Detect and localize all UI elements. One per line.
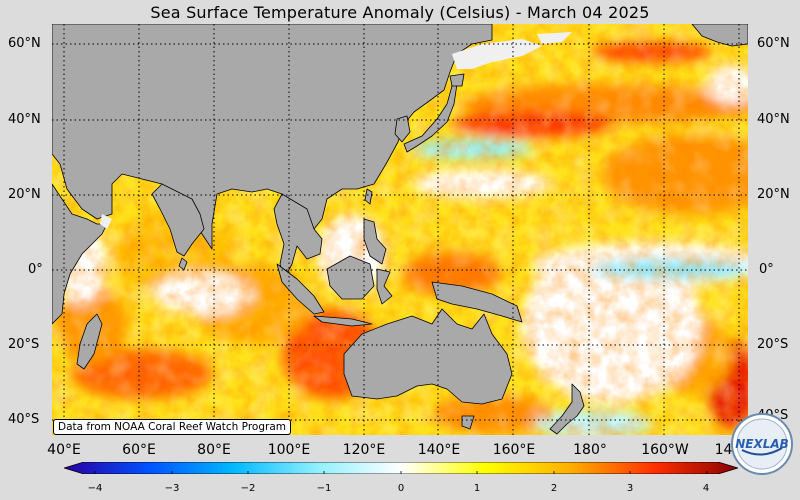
lat-label-left: 60°N [8, 36, 41, 51]
tasmania [461, 415, 475, 430]
lat-label-left: 20°N [8, 187, 41, 202]
borneo [326, 255, 375, 300]
lon-label: 140°E [417, 442, 461, 458]
map-title: Sea Surface Temperature Anomaly (Celsius… [150, 3, 650, 22]
madagascar [76, 313, 103, 370]
land-masses [52, 24, 748, 435]
logo-text: NEXLAB [735, 437, 789, 451]
sulawesi [376, 268, 393, 305]
japan [403, 83, 458, 153]
colorbar-tick: −1 [316, 483, 332, 494]
lon-label: 180° [573, 442, 607, 458]
hokkaido [449, 73, 465, 87]
philippines [363, 218, 387, 265]
nexlab-logo: NEXLAB [731, 413, 793, 475]
lon-label: 100°E [267, 442, 311, 458]
sst-anomaly-map [52, 24, 748, 435]
colorbar-tick: −4 [87, 483, 103, 494]
new-guinea [431, 281, 523, 323]
korea [394, 115, 411, 143]
lat-label-right: 0° [759, 262, 774, 277]
lat-label-right: 20°S [757, 337, 789, 352]
colorbar-tick: −2 [240, 483, 256, 494]
lat-label-left: 40°N [8, 112, 41, 127]
lat-label-right: 60°N [757, 36, 790, 51]
colorbar-tick: −3 [164, 483, 180, 494]
lon-label: 80°E [197, 442, 231, 458]
north-america [691, 24, 748, 47]
taiwan [364, 188, 373, 205]
indochina [273, 193, 323, 280]
lon-label: 120°E [342, 442, 386, 458]
lat-label-right: 40°N [757, 112, 790, 127]
java [313, 315, 373, 327]
graticule [52, 24, 748, 435]
colorbar-tick: 3 [626, 483, 634, 494]
colorbar-tick: 0 [397, 483, 405, 494]
lon-label: 160°W [641, 442, 689, 458]
colorbar-tick: 1 [473, 483, 481, 494]
india [151, 183, 205, 257]
lon-label: 40°E [47, 442, 81, 458]
lat-label-left: 0° [28, 262, 43, 277]
lat-label-left: 20°S [8, 337, 40, 352]
colorbar-tick: 2 [550, 483, 558, 494]
lon-label: 160°E [492, 442, 536, 458]
new-zealand [549, 383, 585, 435]
arabia-africa-landmass [52, 183, 108, 325]
colorbar [64, 462, 738, 474]
data-credit-label: Data from NOAA Coral Reef Watch Program [53, 419, 291, 435]
colorbar-tick: 4 [702, 483, 710, 494]
sea-ice [100, 32, 572, 229]
lat-label-left: 40°S [8, 412, 40, 427]
lat-label-right: 20°N [757, 187, 790, 202]
lon-label: 60°E [122, 442, 156, 458]
australia [343, 308, 513, 405]
